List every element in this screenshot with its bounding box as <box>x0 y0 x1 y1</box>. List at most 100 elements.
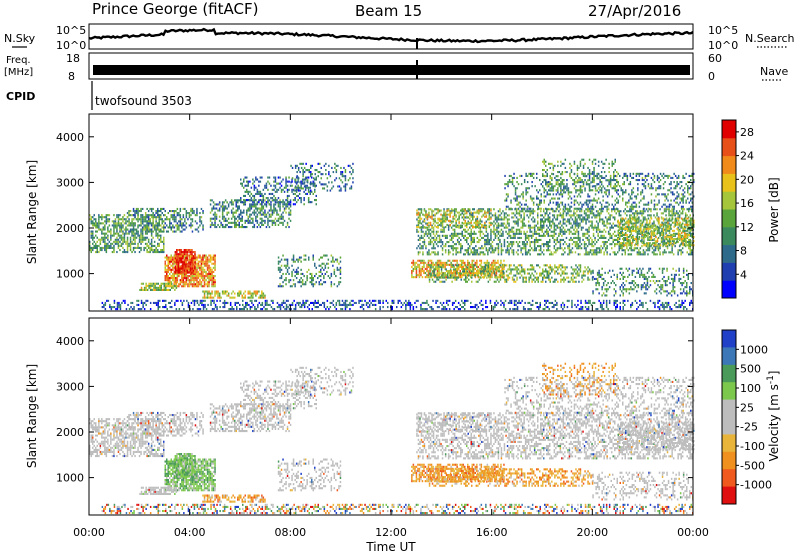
power-cell <box>621 249 623 252</box>
power-cell <box>101 232 103 235</box>
power-cell <box>155 249 157 252</box>
power-cell <box>301 178 304 181</box>
power-cell <box>483 270 485 273</box>
power-cell <box>105 242 108 245</box>
power-cell <box>256 226 259 229</box>
power-cell <box>152 220 154 223</box>
power-cell <box>428 232 430 235</box>
power-cell <box>629 214 631 217</box>
power-cell <box>209 292 212 295</box>
power-cell <box>453 234 456 237</box>
power-cell <box>174 251 177 254</box>
power-cell <box>131 234 133 237</box>
power-cell <box>137 214 139 217</box>
power-cell <box>190 279 192 282</box>
power-cell <box>544 220 546 223</box>
power-cell <box>660 216 663 219</box>
power-cell <box>479 247 482 250</box>
power-cell <box>475 245 477 248</box>
power-cell <box>556 208 559 211</box>
power-cell <box>475 220 477 223</box>
power-cell <box>208 285 210 288</box>
power-cell <box>443 226 445 229</box>
power-cell <box>183 267 186 270</box>
power-cell <box>320 268 322 271</box>
power-cell <box>172 272 174 275</box>
power-cell <box>434 247 436 250</box>
power-cell <box>654 253 657 256</box>
power-cell <box>666 224 669 227</box>
power-cell <box>441 247 444 250</box>
power-cell <box>520 249 522 252</box>
power-cell <box>237 294 239 297</box>
power-cell <box>564 251 566 254</box>
power-cell <box>123 214 126 217</box>
power-cell <box>149 228 151 231</box>
power-cell <box>282 272 284 275</box>
power-cell <box>89 244 91 247</box>
power-cell <box>479 226 482 229</box>
power-cell <box>179 210 182 213</box>
power-cell <box>282 281 284 284</box>
power-cell <box>555 210 557 213</box>
power-cell <box>568 214 571 217</box>
power-cell <box>517 245 519 248</box>
power-cell <box>125 240 127 243</box>
power-cell <box>145 282 147 285</box>
power-cell <box>555 238 557 241</box>
power-cell <box>467 210 469 213</box>
power-cell <box>415 276 418 279</box>
power-cell <box>497 236 500 239</box>
power-cell <box>194 277 197 280</box>
power-cell <box>669 226 672 229</box>
power-cell <box>669 251 672 254</box>
power-cell <box>415 265 418 268</box>
power-cell <box>298 279 301 282</box>
power-cell <box>462 265 464 268</box>
power-cell <box>246 211 248 214</box>
power-cell <box>442 274 444 277</box>
power-cell <box>218 207 221 210</box>
power-cell <box>176 214 179 217</box>
power-cell <box>430 266 432 269</box>
power-cell <box>298 281 301 284</box>
power-cell <box>641 241 643 244</box>
power-cell <box>626 245 628 248</box>
power-cell <box>108 224 111 227</box>
power-cell <box>134 246 136 249</box>
power-cell <box>196 262 198 265</box>
power-cell <box>570 226 572 229</box>
power-cell <box>119 218 121 221</box>
power-cell <box>217 294 219 297</box>
power-cell <box>267 180 269 183</box>
power-cell <box>514 232 516 235</box>
power-cell <box>175 230 177 233</box>
power-cell <box>197 262 200 265</box>
power-cell <box>524 243 527 246</box>
power-cell <box>234 226 236 229</box>
power-cell <box>632 234 634 237</box>
power-cell <box>268 182 271 185</box>
power-cell <box>166 275 168 278</box>
power-cell <box>549 222 551 225</box>
power-cell <box>111 246 114 249</box>
power-cell <box>169 281 171 284</box>
power-cell <box>494 276 496 279</box>
power-cell <box>524 232 527 235</box>
power-cell <box>291 272 293 275</box>
power-cell <box>344 175 347 178</box>
power-cell <box>234 292 236 295</box>
power-cell <box>352 169 354 172</box>
power-cell <box>426 263 428 266</box>
power-cell <box>214 258 216 261</box>
power-cell <box>172 262 174 265</box>
power-cell <box>559 241 562 244</box>
power-cell <box>232 215 234 218</box>
power-cell <box>312 283 314 286</box>
power-cell <box>200 264 203 267</box>
power-cell <box>244 294 246 297</box>
power-cell <box>585 249 587 252</box>
power-cell <box>473 230 475 233</box>
power-cell <box>629 238 631 241</box>
power-cell <box>494 274 496 277</box>
